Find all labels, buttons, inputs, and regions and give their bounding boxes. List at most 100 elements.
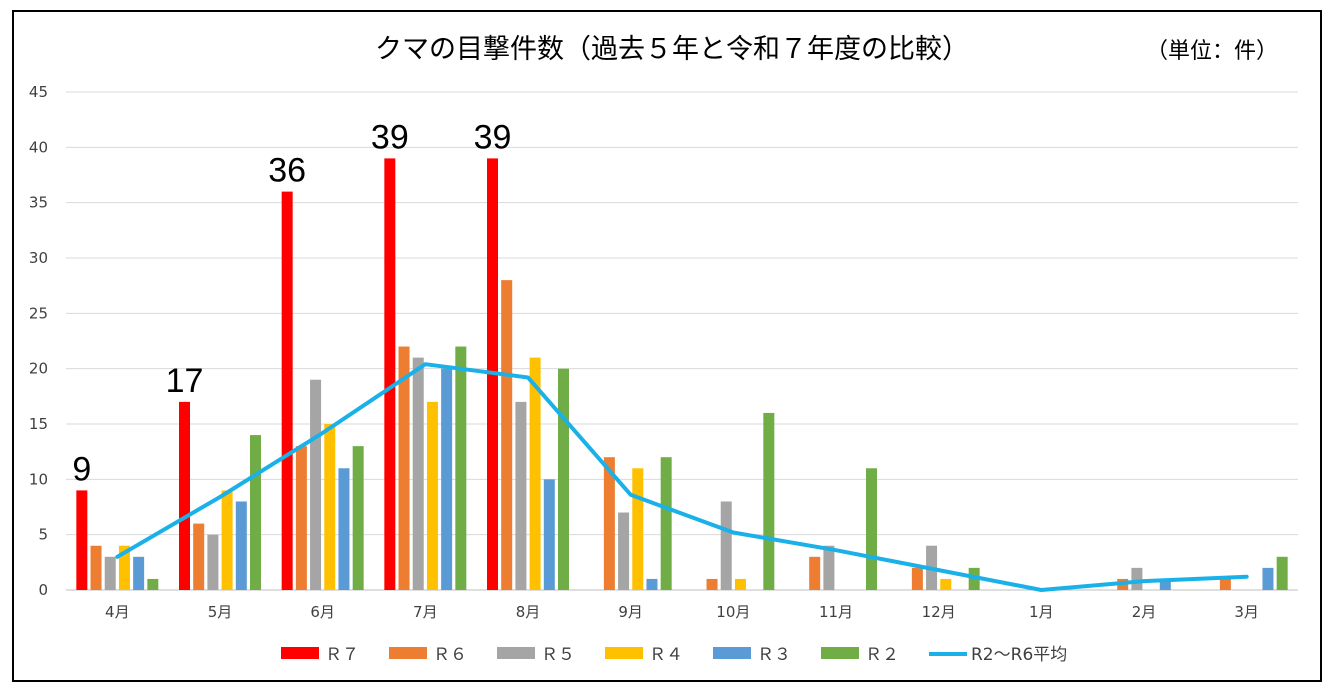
- average-line: [115, 362, 1249, 592]
- bar: [660, 457, 672, 590]
- y-tick-label: 20: [29, 360, 48, 378]
- bar: [398, 346, 410, 590]
- bar: [603, 457, 615, 590]
- bar: [412, 357, 424, 590]
- bar: [179, 401, 190, 590]
- bar: [118, 545, 130, 590]
- x-tick-label: 3月: [1234, 603, 1259, 621]
- bar: [310, 379, 322, 590]
- bar: [352, 446, 364, 590]
- chart-frame: クマの目撃件数（過去５年と令和７年度の比較） （単位：件） 0 5 10 15 20 25…: [12, 10, 1322, 682]
- bar: [911, 567, 923, 590]
- bar: [384, 158, 396, 590]
- x-tick-label: 12月: [922, 603, 956, 621]
- x-tick-label: 4月: [105, 603, 130, 621]
- legend-swatch: [821, 647, 859, 659]
- bar: [529, 357, 541, 590]
- bar: [281, 191, 293, 590]
- data-labels: 9 17 36 39 39: [72, 118, 511, 488]
- bar: [720, 501, 732, 590]
- x-tick-label: 5月: [208, 603, 233, 621]
- data-label: 39: [371, 118, 409, 156]
- data-label: 17: [166, 362, 204, 400]
- bar: [207, 534, 219, 590]
- legend-label: Ｒ７: [325, 645, 359, 665]
- y-tick-label: 10: [29, 470, 48, 488]
- bar: [734, 578, 746, 590]
- bar: [147, 578, 159, 590]
- x-tick-label: 10月: [716, 603, 750, 621]
- x-tick-label: 1月: [1029, 603, 1054, 621]
- bar: [515, 401, 527, 590]
- y-tick-label: 30: [29, 249, 48, 267]
- y-tick-label: 40: [29, 138, 48, 156]
- bar: [632, 468, 644, 590]
- legend-label: R2～R6平均: [971, 645, 1067, 665]
- bar: [501, 280, 513, 590]
- x-tick-label: 2月: [1132, 603, 1157, 621]
- bear-sightings-chart: クマの目撃件数（過去５年と令和７年度の比較） （単位：件） 0 5 10 15 20 25…: [29, 34, 1298, 665]
- x-tick-label: 6月: [310, 603, 335, 621]
- bar: [1262, 567, 1274, 590]
- y-tick-label: 0: [38, 581, 48, 599]
- data-label: 39: [474, 118, 512, 156]
- bar: [543, 479, 555, 590]
- x-tick-label: 7月: [413, 603, 438, 621]
- legend-label: Ｒ６: [433, 645, 467, 665]
- y-tick-label: 45: [29, 83, 48, 101]
- bar: [763, 412, 775, 590]
- legend-swatch: [497, 647, 535, 659]
- legend-swatch: [605, 647, 643, 659]
- bar: [455, 346, 467, 590]
- x-tick-label: 9月: [618, 603, 643, 621]
- bar: [823, 545, 835, 590]
- bar: [193, 523, 205, 590]
- x-axis: 4月 5月 6月 7月 8月 9月 10月 11月 12月 1月 2月 3月: [105, 603, 1259, 621]
- bar: [76, 490, 88, 590]
- data-label: 9: [72, 450, 91, 488]
- legend-label: Ｒ４: [649, 645, 683, 665]
- gridlines: [66, 91, 1298, 591]
- legend-swatch: [281, 647, 319, 659]
- x-tick-label: 8月: [516, 603, 541, 621]
- y-tick-label: 35: [29, 194, 48, 212]
- bar: [235, 501, 247, 590]
- bar: [1276, 556, 1288, 590]
- bar: [104, 556, 116, 590]
- legend-label: Ｒ３: [757, 645, 791, 665]
- bar: [324, 424, 336, 590]
- legend-swatch: [713, 647, 751, 659]
- unit-note: （単位：件）: [1146, 39, 1278, 64]
- bar: [706, 578, 718, 590]
- legend-swatch: [389, 647, 427, 659]
- average-line-path: [115, 362, 1249, 592]
- chart-title: クマの目撃件数（過去５年と令和７年度の比較）: [375, 34, 969, 65]
- legend: Ｒ７ Ｒ６ Ｒ５ Ｒ４ Ｒ３ Ｒ２ R2～R6平均: [281, 645, 1067, 665]
- bars: [76, 158, 1288, 590]
- bar: [866, 468, 877, 590]
- bar: [90, 545, 102, 590]
- bar: [441, 368, 453, 590]
- bar: [558, 368, 569, 590]
- bar: [250, 435, 261, 590]
- legend-label: Ｒ５: [541, 645, 575, 665]
- y-axis: 0 5 10 15 20 25 30 35 40 45: [29, 83, 48, 599]
- legend-label: Ｒ２: [865, 645, 899, 665]
- bar: [338, 468, 350, 590]
- y-tick-label: 15: [29, 415, 48, 433]
- y-tick-label: 5: [38, 526, 48, 544]
- bar: [809, 556, 821, 590]
- bar: [940, 578, 952, 590]
- bar: [1159, 578, 1171, 590]
- bar: [618, 512, 630, 590]
- bar: [646, 578, 658, 590]
- x-tick-label: 11月: [819, 603, 853, 621]
- bar: [133, 556, 145, 590]
- bar: [221, 490, 233, 590]
- bar: [426, 401, 438, 590]
- data-label: 36: [268, 152, 306, 190]
- y-tick-label: 25: [29, 304, 48, 322]
- bar: [1131, 567, 1143, 590]
- bar: [1219, 578, 1231, 590]
- bar: [295, 446, 307, 590]
